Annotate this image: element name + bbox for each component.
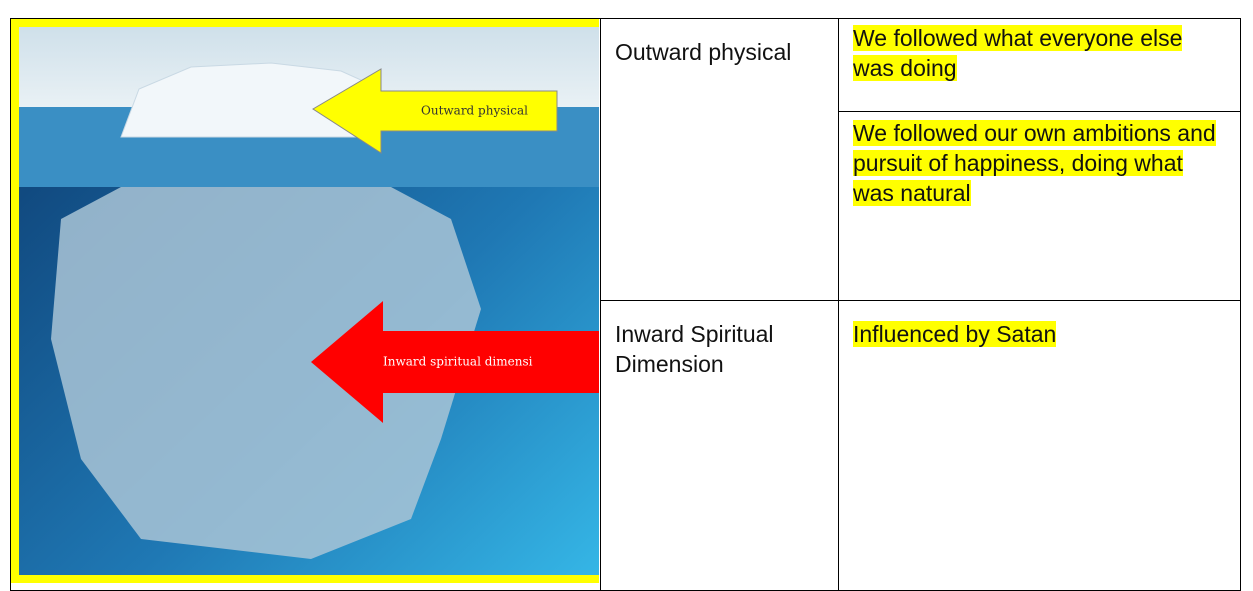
label: Outward physical: [615, 39, 792, 65]
label-cell: Outward physical: [600, 17, 839, 302]
highlighted-text: We followed our own ambitions and pursui…: [853, 120, 1216, 207]
label-cell: Inward Spiritual Dimension: [600, 300, 839, 591]
iceberg-image: Outward physical Inward spiritual dimens…: [11, 19, 599, 583]
image-label: Outward physical: [421, 104, 528, 118]
table: Outward physical Inward spiritual dimens…: [10, 17, 1241, 591]
text-cell: Influenced by Satan: [838, 300, 1241, 591]
text-cell: We followed what everyone else was doing: [838, 17, 1241, 113]
label: Inward Spiritual Dimension: [615, 321, 774, 378]
image-label: Inward spiritual dimensi: [383, 355, 533, 369]
image-cell: Outward physical Inward spiritual dimens…: [10, 18, 601, 591]
highlighted-text: Influenced by Satan: [853, 321, 1057, 348]
text-cell: We followed our own ambitions and pursui…: [838, 111, 1241, 302]
highlighted-text: We followed what everyone else was doing: [853, 25, 1183, 81]
